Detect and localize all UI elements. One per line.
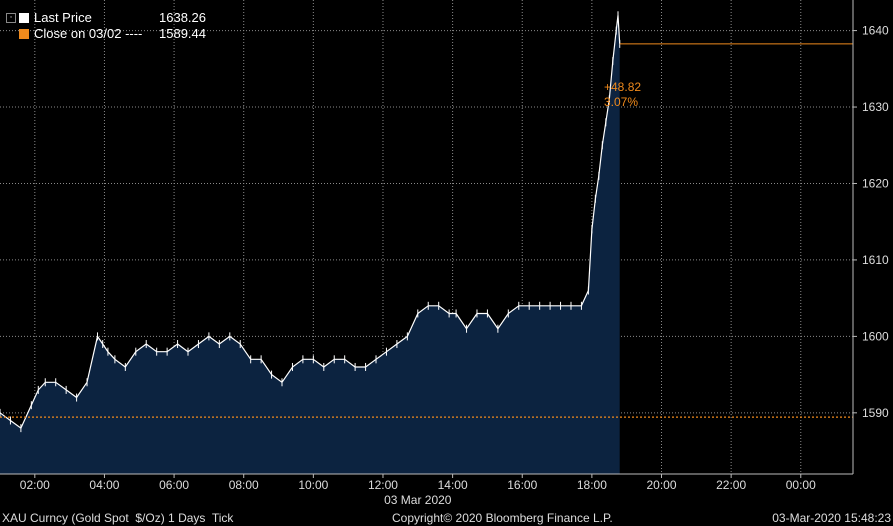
legend-value: 1589.44 bbox=[159, 26, 206, 41]
y-tick-label: 1600 bbox=[862, 329, 889, 343]
legend-toggle-icon[interactable]: ▫ bbox=[6, 13, 16, 23]
x-tick-label: 14:00 bbox=[438, 478, 468, 492]
footer-copyright: Copyright© 2020 Bloomberg Finance L.P. bbox=[392, 511, 613, 525]
legend: ▫ Last Price 1638.26 Close on 03/02 ----… bbox=[6, 10, 206, 42]
change-annotation: +48.82 bbox=[604, 80, 642, 94]
footer-timestamp: 03-Mar-2020 15:48:23 bbox=[772, 511, 891, 525]
axes: 1590 1600 1610 1620 1630 1640 02:00 04:00 06:00 0… bbox=[0, 0, 889, 507]
x-tick-label: 22:00 bbox=[716, 478, 746, 492]
legend-item-last-price: ▫ Last Price 1638.26 bbox=[6, 10, 206, 26]
y-tick-label: 1590 bbox=[862, 406, 889, 420]
y-tick-label: 1640 bbox=[862, 24, 889, 38]
legend-item-close: Close on 03/02 ---- 1589.44 bbox=[6, 26, 206, 42]
y-tick-label: 1610 bbox=[862, 253, 889, 267]
legend-label: Last Price bbox=[34, 10, 92, 25]
percent-annotation: 3.07% bbox=[604, 95, 639, 109]
legend-label: Close on 03/02 ---- bbox=[34, 26, 143, 41]
x-tick-label: 16:00 bbox=[507, 478, 537, 492]
x-axis-title: 03 Mar 2020 bbox=[384, 493, 452, 507]
plot-area bbox=[0, 11, 853, 475]
y-tick-label: 1630 bbox=[862, 100, 889, 114]
price-line bbox=[0, 15, 621, 430]
y-tick-label: 1620 bbox=[862, 176, 889, 190]
x-tick-label: 10:00 bbox=[298, 478, 328, 492]
x-tick-label: 12:00 bbox=[368, 478, 398, 492]
legend-value: 1638.26 bbox=[159, 10, 206, 25]
x-tick-label: 00:00 bbox=[786, 478, 816, 492]
x-tick-label: 18:00 bbox=[577, 478, 607, 492]
footer-ticker: XAU Curncy (Gold Spot $/Oz) 1 Days Tick bbox=[2, 511, 234, 525]
x-tick-label: 20:00 bbox=[646, 478, 676, 492]
legend-swatch-last-price bbox=[19, 13, 29, 23]
x-tick-label: 08:00 bbox=[229, 478, 259, 492]
x-tick-label: 06:00 bbox=[159, 478, 189, 492]
price-area-fill bbox=[0, 15, 620, 475]
legend-swatch-close bbox=[19, 29, 29, 39]
x-tick-label: 02:00 bbox=[20, 478, 50, 492]
x-tick-label: 04:00 bbox=[89, 478, 119, 492]
